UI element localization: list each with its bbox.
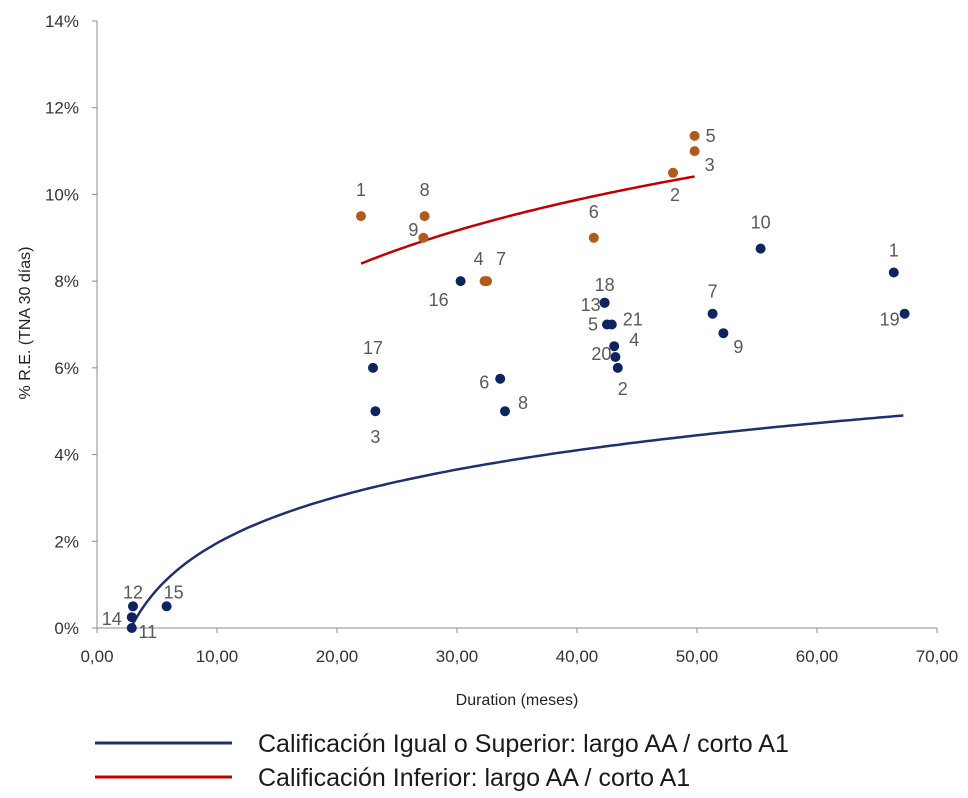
data-point-series-1-7 bbox=[707, 308, 718, 319]
data-point-series-1-15 bbox=[161, 601, 172, 612]
data-point-series-1-16 bbox=[455, 276, 466, 287]
point-label-series-1-8: 8 bbox=[518, 393, 528, 413]
point-label-series-2-3: 3 bbox=[705, 155, 715, 175]
trend-line-series-1 bbox=[130, 414, 904, 627]
axes-layer: 0% 2% 4% 6% 8% 10% 12% 14% 0,00 10,00 20,00 30,00 40… bbox=[45, 12, 958, 666]
point-label-series-2-8: 8 bbox=[420, 180, 430, 200]
y-tick-label: 8% bbox=[54, 272, 79, 291]
data-point-series-1-2 bbox=[612, 362, 623, 373]
point-label-series-1-1: 1 bbox=[889, 241, 899, 261]
y-axis-title: % R.E. (TNA 30 días) bbox=[17, 247, 34, 400]
data-point-series-1-3 bbox=[370, 406, 381, 417]
data-point-series-1-18 bbox=[599, 297, 610, 308]
data-point-series-2-8 bbox=[419, 211, 430, 222]
point-label-series-2-6: 6 bbox=[589, 202, 599, 222]
data-point-series-2-6 bbox=[588, 232, 599, 243]
x-axis-title: Duration (meses) bbox=[456, 692, 579, 709]
point-label-series-1-4: 4 bbox=[629, 330, 639, 350]
point-label-series-2-7: 7 bbox=[496, 249, 506, 269]
point-label-series-1-17: 17 bbox=[363, 338, 383, 358]
y-tick-label: 14% bbox=[45, 12, 79, 31]
point-label-series-1-18: 18 bbox=[595, 275, 615, 295]
data-point-series-1-19 bbox=[899, 308, 910, 319]
data-point-series-1-10 bbox=[755, 243, 766, 254]
point-label-series-1-5: 5 bbox=[588, 315, 598, 335]
data-point-series-1-17 bbox=[368, 362, 378, 373]
point-label-series-1-9: 9 bbox=[733, 337, 743, 357]
point-label-series-1-15: 15 bbox=[164, 582, 184, 602]
trend-layer bbox=[130, 175, 904, 627]
data-point-series-2-7 bbox=[482, 276, 492, 287]
data-point-series-2-3 bbox=[689, 146, 700, 157]
x-tick-label: 20,00 bbox=[316, 647, 359, 666]
point-label-series-2-9: 9 bbox=[408, 220, 418, 240]
y-tick-label: 12% bbox=[45, 99, 79, 118]
y-tick-label: 6% bbox=[54, 359, 79, 378]
y-tick-label: 0% bbox=[54, 619, 79, 638]
point-label-series-1-7: 7 bbox=[708, 282, 718, 302]
point-label-series-1-13: 13 bbox=[581, 295, 601, 315]
x-tick-label: 0,00 bbox=[80, 647, 113, 666]
y-tick-label: 2% bbox=[54, 532, 79, 551]
y-tick-label: 4% bbox=[54, 446, 79, 465]
x-tick-label: 40,00 bbox=[556, 647, 599, 666]
data-point-series-1-1 bbox=[888, 267, 899, 278]
point-label-series-1-19: 19 bbox=[880, 310, 900, 330]
x-tick-label: 60,00 bbox=[796, 647, 839, 666]
data-point-series-2-9 bbox=[418, 232, 429, 243]
point-label-series-1-11: 11 bbox=[138, 622, 157, 642]
data-point-series-2-1 bbox=[356, 211, 366, 222]
x-tick-label: 70,00 bbox=[916, 647, 959, 666]
point-label-series-1-6: 6 bbox=[479, 373, 489, 393]
point-label-series-1-2: 2 bbox=[618, 379, 628, 399]
point-label-series-2-2: 2 bbox=[670, 185, 680, 205]
data-point-series-1-4 bbox=[609, 341, 620, 352]
data-point-series-1-11 bbox=[126, 623, 137, 633]
data-point-series-2-2 bbox=[668, 167, 678, 178]
point-label-series-1-3: 3 bbox=[370, 427, 380, 447]
data-point-series-1-14 bbox=[126, 612, 137, 623]
point-label-series-1-21: 21 bbox=[623, 310, 643, 330]
point-label-series-2-5: 5 bbox=[706, 126, 716, 146]
y-tick-label: 10% bbox=[45, 185, 79, 204]
data-point-series-1-21 bbox=[606, 319, 617, 330]
point-label-series-1-12: 12 bbox=[123, 582, 143, 602]
data-point-series-2-5 bbox=[689, 130, 700, 141]
trend-line-series-2 bbox=[360, 175, 695, 265]
legend: Calificación Igual o Superior: largo AA … bbox=[95, 730, 789, 792]
point-label-series-1-16: 16 bbox=[429, 290, 449, 310]
legend-label-series-2: Calificación Inferior: largo AA / corto … bbox=[258, 764, 690, 792]
data-point-series-1-20 bbox=[610, 352, 621, 362]
points-layer bbox=[126, 130, 910, 633]
point-label-series-1-14: 14 bbox=[102, 609, 122, 629]
data-point-series-1-12 bbox=[128, 601, 138, 612]
point-label-series-1-20: 20 bbox=[591, 344, 611, 364]
point-label-series-1-10: 10 bbox=[751, 213, 771, 233]
x-tick-label: 50,00 bbox=[676, 647, 719, 666]
x-tick-label: 10,00 bbox=[196, 647, 239, 666]
data-point-series-1-8 bbox=[500, 406, 510, 417]
data-point-series-1-6 bbox=[495, 373, 506, 384]
data-point-series-1-9 bbox=[718, 328, 729, 339]
point-label-series-2-4: 4 bbox=[474, 249, 484, 269]
point-label-series-2-1: 1 bbox=[356, 180, 366, 200]
legend-label-series-1: Calificación Igual o Superior: largo AA … bbox=[258, 730, 789, 758]
x-tick-label: 30,00 bbox=[436, 647, 479, 666]
